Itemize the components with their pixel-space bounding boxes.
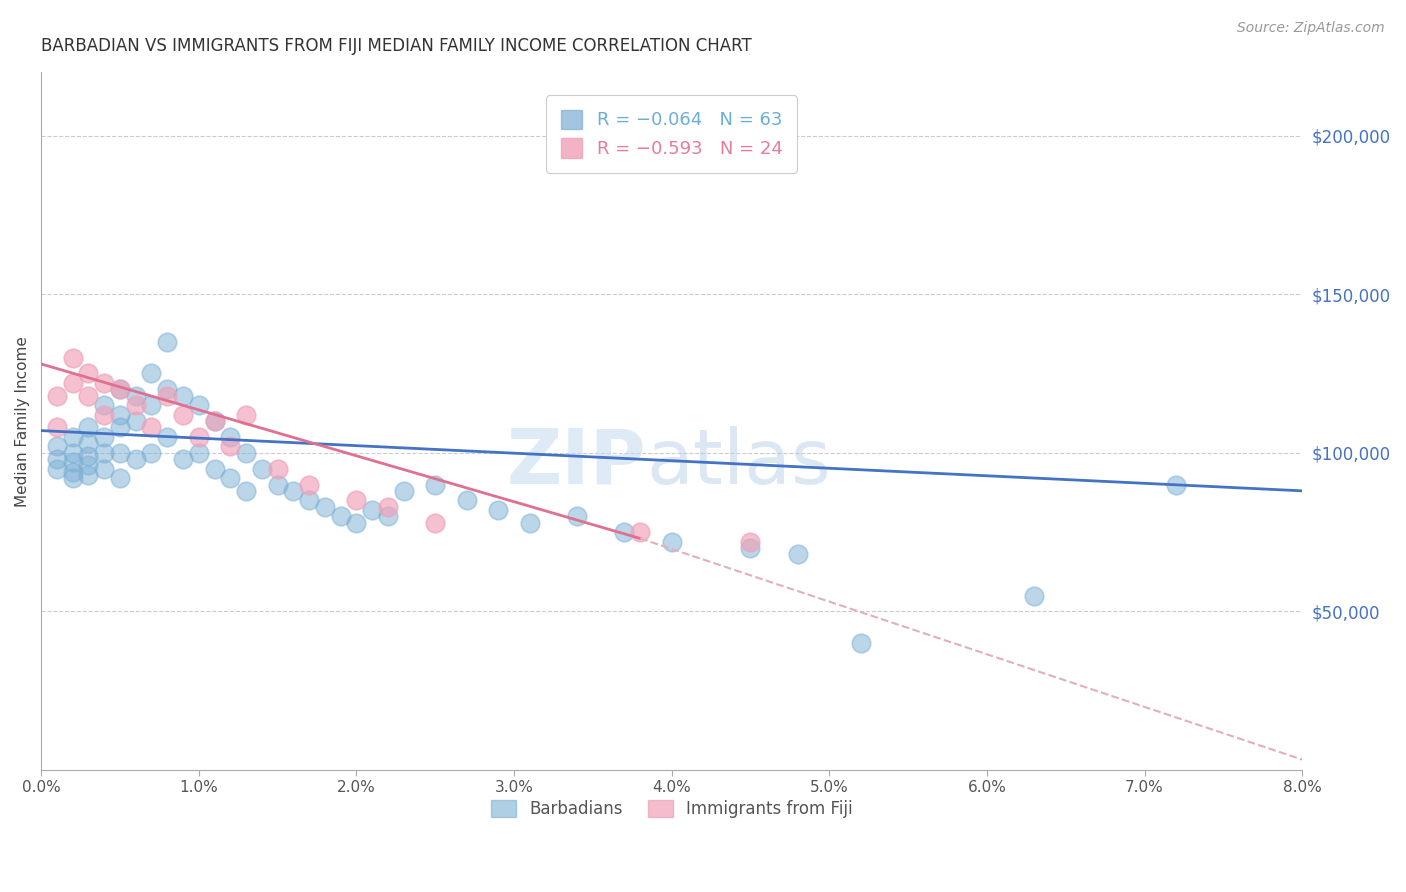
Point	[156, 382, 179, 396]
Point	[108, 446, 131, 460]
Point	[361, 503, 384, 517]
Point	[45, 439, 67, 453]
Point	[141, 367, 163, 381]
Point	[108, 420, 131, 434]
Point	[235, 408, 257, 422]
Point	[77, 389, 100, 403]
Point	[740, 541, 762, 555]
Point	[125, 389, 148, 403]
Point	[628, 525, 651, 540]
Text: ZIP: ZIP	[508, 426, 647, 500]
Point	[45, 452, 67, 467]
Point	[235, 483, 257, 498]
Point	[298, 477, 321, 491]
Point	[565, 509, 588, 524]
Point	[156, 389, 179, 403]
Point	[486, 503, 509, 517]
Point	[266, 477, 288, 491]
Point	[45, 420, 67, 434]
Point	[141, 420, 163, 434]
Point	[45, 389, 67, 403]
Point	[45, 461, 67, 475]
Point	[1164, 477, 1187, 491]
Point	[740, 534, 762, 549]
Point	[344, 516, 367, 530]
Point	[108, 408, 131, 422]
Point	[93, 398, 115, 412]
Point	[172, 408, 194, 422]
Point	[204, 414, 226, 428]
Point	[187, 398, 209, 412]
Point	[314, 500, 336, 514]
Y-axis label: Median Family Income: Median Family Income	[15, 335, 30, 507]
Point	[219, 439, 242, 453]
Point	[62, 351, 84, 365]
Point	[156, 334, 179, 349]
Point	[266, 461, 288, 475]
Point	[141, 446, 163, 460]
Point	[519, 516, 541, 530]
Point	[125, 452, 148, 467]
Point	[329, 509, 352, 524]
Point	[344, 493, 367, 508]
Point	[125, 414, 148, 428]
Point	[204, 461, 226, 475]
Point	[187, 446, 209, 460]
Point	[93, 430, 115, 444]
Point	[172, 452, 194, 467]
Point	[298, 493, 321, 508]
Point	[187, 430, 209, 444]
Point	[77, 436, 100, 450]
Point	[849, 636, 872, 650]
Point	[62, 465, 84, 479]
Point	[141, 398, 163, 412]
Point	[786, 547, 808, 561]
Point	[108, 382, 131, 396]
Point	[125, 398, 148, 412]
Point	[613, 525, 636, 540]
Text: BARBADIAN VS IMMIGRANTS FROM FIJI MEDIAN FAMILY INCOME CORRELATION CHART: BARBADIAN VS IMMIGRANTS FROM FIJI MEDIAN…	[41, 37, 752, 55]
Point	[156, 430, 179, 444]
Point	[77, 468, 100, 483]
Point	[77, 458, 100, 473]
Point	[93, 408, 115, 422]
Point	[1024, 589, 1046, 603]
Point	[204, 414, 226, 428]
Point	[62, 430, 84, 444]
Point	[93, 446, 115, 460]
Point	[425, 516, 447, 530]
Point	[93, 461, 115, 475]
Point	[250, 461, 273, 475]
Point	[661, 534, 683, 549]
Point	[77, 420, 100, 434]
Point	[172, 389, 194, 403]
Point	[62, 446, 84, 460]
Point	[62, 376, 84, 390]
Point	[392, 483, 415, 498]
Point	[377, 509, 399, 524]
Point	[108, 382, 131, 396]
Point	[235, 446, 257, 460]
Point	[219, 471, 242, 485]
Point	[62, 471, 84, 485]
Point	[219, 430, 242, 444]
Point	[377, 500, 399, 514]
Point	[283, 483, 305, 498]
Legend: Barbadians, Immigrants from Fiji: Barbadians, Immigrants from Fiji	[484, 793, 859, 824]
Point	[93, 376, 115, 390]
Point	[62, 455, 84, 469]
Text: atlas: atlas	[647, 426, 831, 500]
Point	[425, 477, 447, 491]
Point	[456, 493, 478, 508]
Point	[108, 471, 131, 485]
Text: Source: ZipAtlas.com: Source: ZipAtlas.com	[1237, 21, 1385, 35]
Point	[77, 367, 100, 381]
Point	[77, 449, 100, 463]
